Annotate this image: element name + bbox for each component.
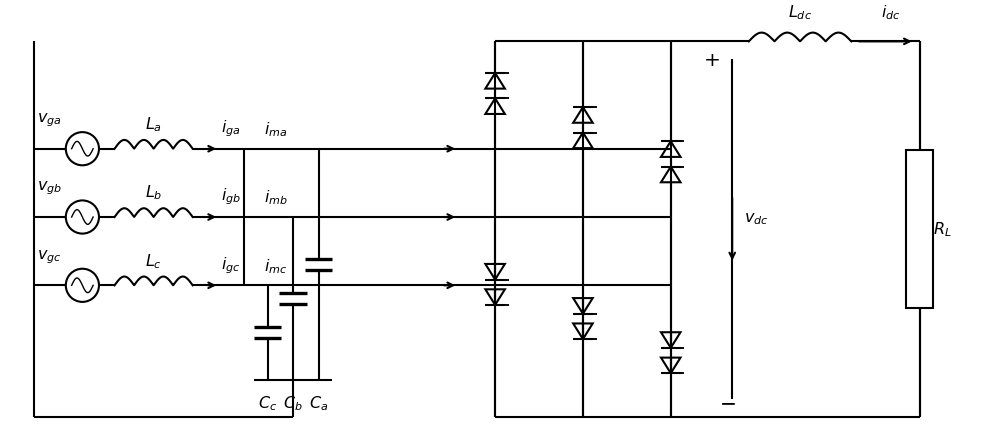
- Text: $L_{\mathregular{a}}$: $L_{\mathregular{a}}$: [145, 115, 162, 134]
- Text: $i_{\mathregular{ma}}$: $i_{\mathregular{ma}}$: [264, 120, 287, 139]
- Text: $L_{\mathregular{dc}}$: $L_{\mathregular{dc}}$: [788, 3, 812, 22]
- Text: $v_{\mathregular{gc}}$: $v_{\mathregular{gc}}$: [37, 248, 61, 266]
- Text: $C_{\mathregular{c}}$: $C_{\mathregular{c}}$: [258, 395, 277, 413]
- Text: $C_{\mathregular{b}}$: $C_{\mathregular{b}}$: [283, 395, 303, 413]
- Text: $v_{\mathregular{gb}}$: $v_{\mathregular{gb}}$: [37, 180, 62, 198]
- Text: $L_{\mathregular{b}}$: $L_{\mathregular{b}}$: [145, 184, 162, 202]
- Text: $i_{\mathregular{gc}}$: $i_{\mathregular{gc}}$: [221, 255, 240, 275]
- Text: $i_{\mathregular{mb}}$: $i_{\mathregular{mb}}$: [264, 189, 288, 207]
- Text: $+$: $+$: [703, 51, 720, 70]
- Text: $i_{\mathregular{ga}}$: $i_{\mathregular{ga}}$: [221, 118, 241, 139]
- Text: $R_{\mathregular{L}}$: $R_{\mathregular{L}}$: [933, 220, 952, 239]
- Text: $v_{\mathregular{ga}}$: $v_{\mathregular{ga}}$: [37, 112, 62, 129]
- Text: $i_{\mathregular{mc}}$: $i_{\mathregular{mc}}$: [264, 257, 287, 275]
- Bar: [906, 150, 933, 308]
- Text: $i_{\mathregular{gb}}$: $i_{\mathregular{gb}}$: [221, 187, 241, 207]
- Text: $-$: $-$: [719, 393, 736, 412]
- Text: $L_{\mathregular{c}}$: $L_{\mathregular{c}}$: [145, 252, 162, 271]
- Text: $C_{\mathregular{a}}$: $C_{\mathregular{a}}$: [309, 395, 328, 413]
- Text: $i_{\mathregular{dc}}$: $i_{\mathregular{dc}}$: [881, 3, 900, 22]
- Text: $v_{\mathregular{dc}}$: $v_{\mathregular{dc}}$: [744, 211, 768, 227]
